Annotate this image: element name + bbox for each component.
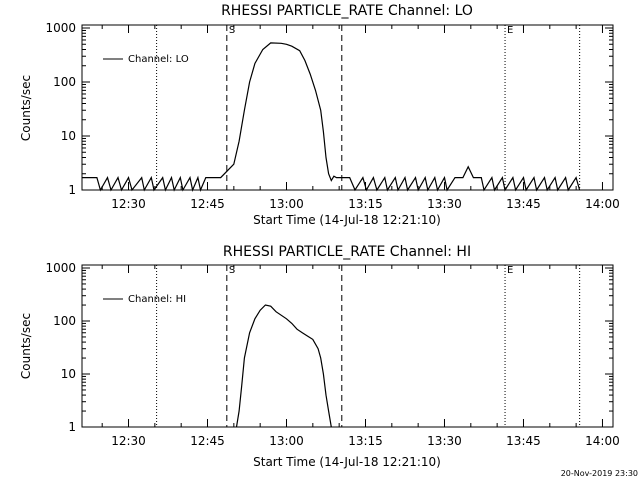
y-tick-label: 1000 xyxy=(45,261,76,275)
y-tick-label: 100 xyxy=(53,75,76,89)
x-tick-label: 13:45 xyxy=(506,434,541,448)
legend-label: Channel: LO xyxy=(128,54,189,65)
chart-title: RHESSI PARTICLE_RATE Channel: LO xyxy=(221,3,473,19)
x-axis-label: Start Time (14-Jul-18 12:21:10) xyxy=(253,213,441,227)
x-tick-label: 13:30 xyxy=(427,434,462,448)
marker-label: S xyxy=(229,265,235,276)
marker-label: E xyxy=(507,265,513,276)
x-tick-label: 13:45 xyxy=(506,197,541,211)
plot-frame xyxy=(81,24,614,191)
x-tick-label: 13:30 xyxy=(427,197,462,211)
x-tick-label: 13:00 xyxy=(269,434,304,448)
panel-hi: RHESSI PARTICLE_RATE Channel: HI Counts/… xyxy=(19,244,620,469)
y-tick-label: 1 xyxy=(68,420,76,434)
x-tick-label: 14:00 xyxy=(585,197,620,211)
x-tick-label: 12:45 xyxy=(190,434,225,448)
x-tick-label: 14:00 xyxy=(585,434,620,448)
y-tick-label: 100 xyxy=(53,314,76,328)
x-tick-label: 13:15 xyxy=(348,197,383,211)
marker-label: E xyxy=(507,25,513,36)
y-tick-label: 1 xyxy=(68,183,76,197)
x-axis-label: Start Time (14-Jul-18 12:21:10) xyxy=(253,455,441,469)
chart-title: RHESSI PARTICLE_RATE Channel: HI xyxy=(223,244,471,260)
timestamp: 20-Nov-2019 23:30 xyxy=(561,469,638,478)
marker-label: S xyxy=(229,25,235,36)
y-tick-label: 10 xyxy=(61,367,76,381)
y-tick-label: 10 xyxy=(61,129,76,143)
series-line-lo xyxy=(82,42,581,192)
y-axis-label: Counts/sec xyxy=(19,75,33,141)
y-tick-label: 1000 xyxy=(45,21,76,35)
legend-label: Channel: HI xyxy=(128,294,186,305)
series-line-hi xyxy=(235,304,332,428)
panel-lo: RHESSI PARTICLE_RATE Channel: LO Counts/… xyxy=(19,3,620,227)
plot-frame xyxy=(81,264,614,428)
x-tick-label: 12:45 xyxy=(190,197,225,211)
x-tick-label: 12:30 xyxy=(111,434,146,448)
x-tick-label: 13:15 xyxy=(348,434,383,448)
x-tick-label: 13:00 xyxy=(269,197,304,211)
x-tick-label: 12:30 xyxy=(111,197,146,211)
y-axis-label: Counts/sec xyxy=(19,313,33,379)
